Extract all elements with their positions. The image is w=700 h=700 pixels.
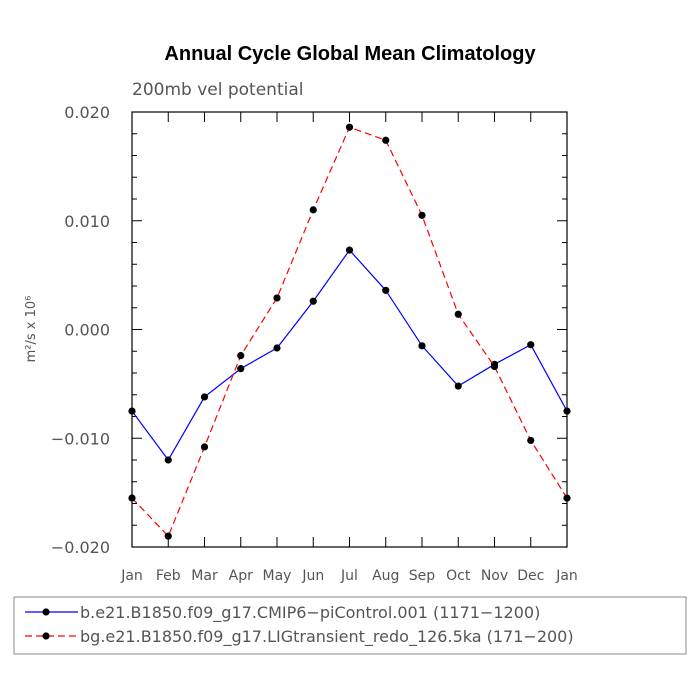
series-1-point: [164, 456, 172, 464]
series-1-point: [345, 246, 354, 254]
x-tick-label: Jan: [555, 568, 578, 584]
y-axis-label: m²/s x 10⁶: [24, 296, 39, 363]
series-line-2: [131, 126, 568, 538]
x-tick-label: Oct: [446, 568, 471, 584]
x-tick-label: Jun: [301, 568, 324, 584]
series-2-point: [273, 294, 281, 302]
x-tick-label: Nov: [481, 568, 508, 584]
x-tick-label: Aug: [372, 568, 399, 584]
chart-subtitle: 200mb vel potential: [132, 80, 303, 100]
series-1-point: [382, 286, 390, 294]
x-tick-label: Sep: [409, 568, 436, 584]
x-tick-label: May: [263, 568, 292, 584]
legend-label-1: b.e21.B1850.f09_g17.CMIP6−piControl.001 …: [80, 603, 540, 623]
plot-layer: 0.020 0.010 0.000 −0.010 −0.020 Jan Feb Mar Apr M…: [51, 103, 578, 584]
y-tick-label: −0.020: [51, 538, 110, 557]
series-2-point: [237, 352, 245, 360]
series-1-point: [527, 341, 535, 349]
series-1-point: [454, 382, 462, 390]
series-2-point: [382, 136, 390, 144]
series-2-point: [454, 310, 462, 318]
series-1-point: [418, 342, 426, 350]
series-1-point: [237, 365, 245, 373]
x-tick-label: Mar: [191, 568, 218, 584]
x-tick-label: Apr: [229, 568, 253, 584]
chart-title: Annual Cycle Global Mean Climatology: [164, 43, 536, 65]
y-tick-label: 0.000: [64, 321, 110, 340]
series-1-point: [563, 407, 571, 415]
series-2-point: [345, 123, 354, 131]
series-2-point: [200, 443, 209, 451]
legend: b.e21.B1850.f09_g17.CMIP6−piControl.001 …: [13, 596, 687, 655]
legend-box: [13, 596, 687, 655]
series-2-point: [490, 362, 499, 371]
x-tick-label: Jan: [120, 568, 143, 584]
y-tick-label: 0.020: [64, 103, 110, 122]
x-tick-label: Jul: [340, 568, 358, 584]
series-line-1: [131, 249, 568, 462]
series-2-point: [309, 206, 317, 214]
series-1-point: [309, 297, 317, 305]
x-tick-label: Dec: [517, 568, 544, 584]
x-tick-label: Feb: [156, 568, 181, 584]
series-2-point: [164, 532, 172, 540]
series-2-point: [563, 494, 571, 502]
series-1-point: [200, 393, 209, 401]
y-tick-label: 0.010: [64, 212, 110, 231]
plot-frame: [131, 111, 568, 548]
series-2-point: [527, 436, 535, 445]
series-2-point: [128, 494, 136, 502]
y-tick-label: −0.010: [51, 429, 110, 448]
legend-label-2: bg.e21.B1850.f09_g17.LIGtransient_redo_1…: [80, 627, 574, 647]
legend-marker-2: [42, 632, 50, 640]
legend-marker-1: [42, 608, 50, 616]
series-1-point: [273, 344, 281, 352]
series-1-point: [128, 407, 136, 415]
series-2-point: [418, 211, 426, 219]
